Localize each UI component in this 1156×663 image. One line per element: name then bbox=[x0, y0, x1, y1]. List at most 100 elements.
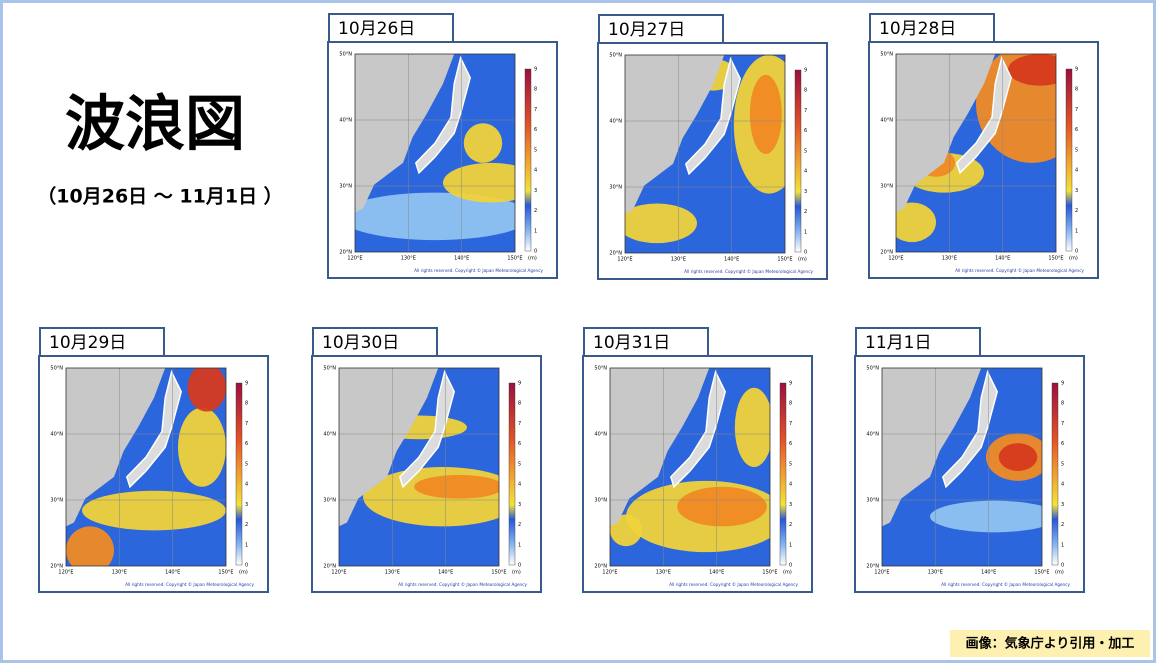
scale-label: 5 bbox=[245, 461, 248, 467]
continent bbox=[355, 54, 455, 213]
japan bbox=[955, 55, 1012, 175]
map-border bbox=[354, 53, 516, 253]
scale-label: 6 bbox=[804, 128, 807, 134]
wave-area bbox=[82, 490, 226, 531]
map-border bbox=[65, 367, 227, 567]
date-label: 10月29日 bbox=[49, 333, 126, 353]
lat-label: 20°N bbox=[880, 250, 893, 256]
date-tab bbox=[855, 327, 981, 357]
lon-label: 120°E bbox=[874, 570, 889, 576]
lon-label: 150°E bbox=[1048, 256, 1063, 262]
continent bbox=[882, 368, 982, 527]
lon-label: 140°E bbox=[981, 570, 996, 576]
date-tab bbox=[598, 14, 724, 44]
unit-label: (m) bbox=[798, 257, 807, 263]
lon-label: 130°E bbox=[401, 256, 416, 262]
scale-label: 8 bbox=[518, 401, 521, 407]
lat-label: 30°N bbox=[609, 185, 622, 191]
date-tab bbox=[583, 327, 709, 357]
map bbox=[625, 55, 785, 253]
scale-label: 1 bbox=[1075, 228, 1078, 234]
lon-label: 120°E bbox=[602, 570, 617, 576]
lat-label: 50°N bbox=[866, 366, 879, 372]
copyright: All rights reserved. Copyright © Japan M… bbox=[669, 582, 798, 587]
colorbar bbox=[524, 68, 532, 252]
lat-label: 30°N bbox=[339, 184, 352, 190]
scale-label: 9 bbox=[245, 381, 248, 387]
colorbar bbox=[235, 382, 243, 566]
scale-label: 3 bbox=[1075, 188, 1078, 194]
lat-label: 20°N bbox=[339, 250, 352, 256]
scale-label: 9 bbox=[1061, 381, 1064, 387]
lat-label: 20°N bbox=[50, 564, 63, 570]
continent bbox=[339, 368, 439, 527]
copyright: All rights reserved. Copyright © Japan M… bbox=[414, 268, 543, 273]
lon-label: 140°E bbox=[438, 570, 453, 576]
wave-area bbox=[625, 203, 697, 244]
lon-label: 140°E bbox=[995, 256, 1010, 262]
scale-label: 0 bbox=[518, 563, 521, 569]
scale-label: 9 bbox=[518, 381, 521, 387]
wave-area bbox=[414, 474, 499, 499]
scale-label: 0 bbox=[804, 250, 807, 256]
copyright: All rights reserved. Copyright © Japan M… bbox=[684, 269, 813, 274]
credit-box bbox=[950, 630, 1150, 657]
scale-label: 2 bbox=[789, 522, 792, 528]
wave-area bbox=[930, 500, 1042, 533]
lon-label: 120°E bbox=[888, 256, 903, 262]
slide-subtitle: （10月26日 ～ 11月1日 ） bbox=[37, 185, 282, 208]
map bbox=[882, 368, 1042, 566]
scale-label: 4 bbox=[1061, 482, 1064, 488]
wave-area bbox=[1008, 54, 1056, 86]
lon-label: 120°E bbox=[58, 570, 73, 576]
date-label: 10月27日 bbox=[608, 20, 685, 40]
date-label: 10月31日 bbox=[593, 333, 670, 353]
scale-label: 0 bbox=[1061, 563, 1064, 569]
japan bbox=[669, 369, 726, 489]
japan bbox=[398, 369, 455, 489]
lon-label: 150°E bbox=[1034, 570, 1049, 576]
scale-label: 2 bbox=[245, 522, 248, 528]
lat-label: 20°N bbox=[609, 251, 622, 257]
colorbar bbox=[508, 382, 516, 566]
scale-label: 3 bbox=[789, 502, 792, 508]
scale-label: 2 bbox=[804, 209, 807, 215]
lat-label: 30°N bbox=[594, 498, 607, 504]
wave-area bbox=[998, 443, 1038, 471]
scale-label: 7 bbox=[534, 107, 537, 113]
scale-label: 8 bbox=[1075, 87, 1078, 93]
scale-label: 5 bbox=[1075, 147, 1078, 153]
unit-label: (m) bbox=[239, 570, 248, 576]
copyright: All rights reserved. Copyright © Japan M… bbox=[398, 582, 527, 587]
scale-label: 4 bbox=[245, 482, 248, 488]
scale-label: 7 bbox=[518, 421, 521, 427]
map bbox=[66, 368, 226, 566]
lat-label: 30°N bbox=[866, 498, 879, 504]
lon-label: 130°E bbox=[942, 256, 957, 262]
scale-label: 8 bbox=[245, 401, 248, 407]
scale-label: 1 bbox=[534, 228, 537, 234]
copyright: All rights reserved. Copyright © Japan M… bbox=[955, 268, 1084, 273]
lat-label: 30°N bbox=[50, 498, 63, 504]
lon-label: 150°E bbox=[218, 570, 233, 576]
scale-label: 7 bbox=[1061, 421, 1064, 427]
unit-label: (m) bbox=[528, 256, 537, 262]
lon-label: 130°E bbox=[928, 570, 943, 576]
lon-label: 150°E bbox=[777, 257, 792, 263]
scale-label: 9 bbox=[1075, 67, 1078, 73]
scale-label: 1 bbox=[245, 542, 248, 548]
scale-label: 9 bbox=[804, 68, 807, 74]
scale-label: 3 bbox=[534, 188, 537, 194]
lat-label: 20°N bbox=[594, 564, 607, 570]
lon-label: 150°E bbox=[491, 570, 506, 576]
lon-label: 130°E bbox=[112, 570, 127, 576]
japan bbox=[941, 369, 998, 489]
continent bbox=[896, 54, 996, 213]
colorbar bbox=[1065, 68, 1073, 252]
scale-label: 2 bbox=[1061, 522, 1064, 528]
lon-label: 120°E bbox=[347, 256, 362, 262]
map-border bbox=[895, 53, 1057, 253]
lon-label: 140°E bbox=[165, 570, 180, 576]
